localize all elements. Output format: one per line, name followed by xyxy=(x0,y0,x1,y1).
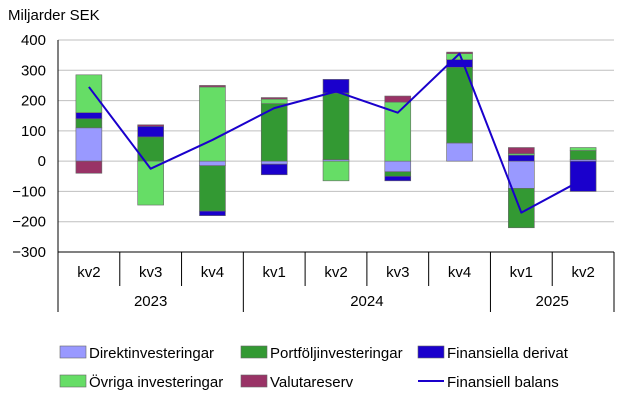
bar-1-7 xyxy=(446,142,473,162)
y-tick-label: −100 xyxy=(12,183,46,200)
y-tick-label: 400 xyxy=(21,32,46,49)
legend-label: Finansiell balans xyxy=(447,374,559,391)
bar-3-6 xyxy=(384,175,412,182)
y-axis-title: Miljarder SEK xyxy=(8,7,100,24)
bar-2-7 xyxy=(446,66,473,144)
bar-3-2 xyxy=(137,126,164,138)
bar-2-1 xyxy=(75,118,103,129)
y-tick-label: 300 xyxy=(21,62,46,79)
bar-3-5 xyxy=(322,79,350,94)
bar-4-4 xyxy=(260,98,288,104)
legend-swatch xyxy=(59,374,87,388)
bars xyxy=(75,51,597,229)
legend-label: Övriga investeringar xyxy=(89,373,223,391)
balance-line-path xyxy=(88,52,584,214)
bar-2-9 xyxy=(569,150,597,160)
x-tick-label: kv2 xyxy=(571,264,594,281)
legend-swatch xyxy=(59,345,87,359)
y-tick-label: 0 xyxy=(38,153,46,170)
legend-swatch xyxy=(240,345,268,359)
legend-swatch xyxy=(417,345,445,359)
bar-4-5 xyxy=(322,160,350,182)
year-label: 2023 xyxy=(134,293,167,310)
x-tick-label: kv4 xyxy=(201,264,224,281)
bar-3-8 xyxy=(508,154,535,162)
bar-3-1 xyxy=(75,112,103,120)
legend-label: Finansiella derivat xyxy=(447,345,569,362)
bar-4-9 xyxy=(569,147,597,151)
bar-5-2 xyxy=(137,124,164,127)
y-tick-label: 100 xyxy=(21,123,46,140)
x-tick-label: kv2 xyxy=(324,264,347,281)
bar-5-8 xyxy=(508,147,535,154)
bar-2-6 xyxy=(384,171,412,177)
x-tick-label: kv2 xyxy=(77,264,100,281)
bar-4-6 xyxy=(384,101,412,162)
y-tick-label: 200 xyxy=(21,93,46,110)
y-tick-label: −300 xyxy=(12,244,46,261)
bar-3-9 xyxy=(569,160,597,192)
bar-5-3 xyxy=(199,85,226,88)
bar-2-5 xyxy=(322,92,350,160)
bar-5-6 xyxy=(384,95,412,103)
x-tick-label: kv3 xyxy=(386,264,409,281)
bar-4-1 xyxy=(75,74,103,113)
bar-1-6 xyxy=(384,160,412,173)
x-tick-label: kv1 xyxy=(263,264,286,281)
x-tick-label: kv1 xyxy=(510,264,533,281)
axes xyxy=(57,40,615,312)
bar-4-3 xyxy=(199,86,226,162)
bar-3-4 xyxy=(260,163,288,176)
x-tick-label: kv3 xyxy=(139,264,162,281)
bar-2-3 xyxy=(199,165,226,212)
bar-5-4 xyxy=(260,97,288,100)
legend-label: Valutareserv xyxy=(270,374,354,391)
bar-1-8 xyxy=(508,160,535,189)
year-label: 2024 xyxy=(350,293,383,310)
bar-1-3 xyxy=(199,160,226,166)
legend-label: Direktinvesteringar xyxy=(89,345,214,362)
bar-5-1 xyxy=(75,160,103,174)
legend: Direktinvesteringar Portföljinvesteringar… xyxy=(59,345,569,391)
x-axis-labels: kv2 kv3 kv4 kv1 kv2 kv3 kv4 kv1 kv2 2023 2024 2025 xyxy=(77,264,595,310)
year-label: 2025 xyxy=(536,293,569,310)
x-tick-label: kv4 xyxy=(448,264,471,281)
bar-1-4 xyxy=(260,160,288,165)
balance-line xyxy=(88,52,584,214)
bar-3-3 xyxy=(199,210,226,216)
legend-swatch xyxy=(240,374,268,388)
y-tick-label: −200 xyxy=(12,214,46,231)
legend-label: Portföljinvesteringar xyxy=(270,345,403,362)
y-tick-labels: 400 300 200 100 0 −100 −200 −300 xyxy=(12,32,46,261)
bar-1-1 xyxy=(75,127,103,162)
